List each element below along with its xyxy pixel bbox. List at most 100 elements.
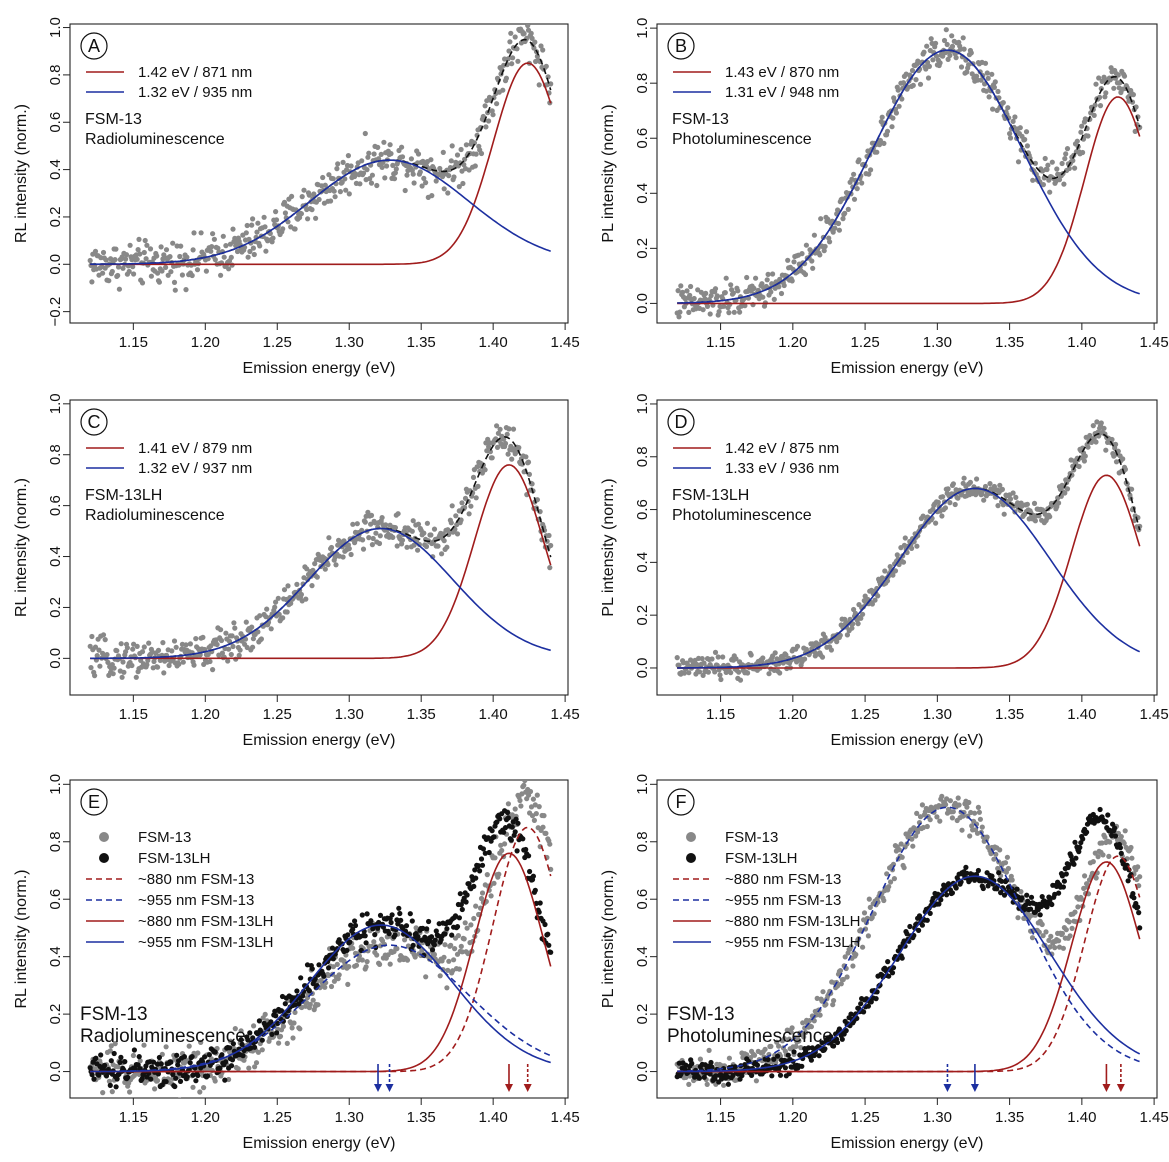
data-point: [368, 918, 374, 924]
data-point: [189, 1054, 195, 1060]
data-point: [273, 217, 280, 223]
sum-fit-line: [90, 38, 552, 265]
data-point: [464, 925, 470, 931]
data-point: [238, 1037, 244, 1043]
data-point: [1085, 444, 1091, 450]
data-point: [1108, 65, 1114, 71]
data-point: [357, 181, 363, 187]
legend-label: 1.41 eV / 879 nm: [138, 440, 252, 457]
data-point: [1129, 855, 1135, 861]
data-point: [920, 824, 927, 831]
data-point: [1080, 836, 1086, 842]
data-point: [975, 804, 982, 811]
data-point: [888, 879, 894, 885]
data-point: [540, 47, 546, 53]
data-point: [814, 995, 820, 1002]
data-point: [371, 939, 377, 945]
data-point: [533, 811, 539, 817]
data-point: [336, 972, 342, 978]
data-point: [1049, 901, 1055, 908]
data-point: [726, 1055, 733, 1061]
data-point: [177, 253, 183, 260]
data-point: [1126, 867, 1132, 873]
data-point: [235, 1066, 241, 1072]
plot-frame: [656, 399, 1158, 696]
data-point: [334, 166, 340, 172]
data-point: [938, 897, 944, 903]
data-point: [390, 534, 396, 541]
data-point: [1032, 518, 1038, 524]
data-point: [515, 58, 521, 64]
data-point: [785, 257, 791, 263]
data-point: [466, 511, 472, 517]
data-point: [148, 1076, 154, 1082]
y-tick-label: 0.8: [634, 446, 651, 467]
data-point: [126, 268, 132, 275]
data-point: [991, 483, 998, 490]
data-point: [1121, 840, 1127, 846]
data-point: [378, 151, 384, 157]
data-point: [432, 937, 438, 943]
data-point: [988, 851, 994, 857]
data-point: [1017, 125, 1023, 131]
data-point: [762, 1046, 768, 1052]
data-point: [1107, 839, 1113, 845]
data-point: [130, 646, 136, 652]
data-point: [683, 1074, 689, 1080]
data-point: [512, 806, 518, 812]
data-point: [497, 816, 503, 822]
data-point: [534, 792, 540, 798]
data-point: [255, 1049, 261, 1055]
data-point: [415, 547, 421, 553]
data-point: [396, 905, 402, 911]
data-point: [261, 214, 267, 220]
data-point: [87, 257, 93, 264]
data-point: [1059, 930, 1065, 937]
data-point: [166, 662, 172, 669]
data-point: [311, 191, 317, 197]
data-point: [1076, 849, 1082, 855]
data-point: [919, 802, 926, 808]
data-point: [93, 1055, 99, 1061]
data-point: [284, 609, 290, 615]
data-point: [171, 279, 178, 285]
data-point: [404, 544, 410, 550]
data-point: [133, 674, 139, 680]
data-point: [881, 140, 887, 146]
data-point: [1093, 875, 1099, 881]
data-point: [177, 1078, 184, 1084]
data-point: [289, 193, 295, 199]
data-point: [721, 303, 727, 309]
data-point: [173, 1075, 179, 1081]
data-point: [97, 663, 103, 669]
data-point: [1059, 873, 1065, 879]
data-point: [532, 39, 538, 45]
data-point: [377, 912, 384, 919]
data-point: [459, 949, 465, 955]
data-point: [246, 1065, 252, 1071]
data-point: [372, 932, 378, 938]
data-point: [135, 247, 141, 253]
data-point: [502, 440, 509, 447]
data-point: [926, 63, 933, 69]
x-tick-label: 1.15: [119, 706, 148, 723]
data-point: [515, 820, 521, 826]
data-point: [748, 652, 754, 658]
data-point: [708, 293, 714, 299]
data-point: [335, 161, 341, 167]
data-point: [368, 180, 375, 186]
data-point: [726, 310, 732, 316]
data-point: [91, 1076, 97, 1082]
panel-badge: [667, 32, 695, 60]
data-point: [949, 890, 956, 896]
data-point: [1005, 865, 1012, 872]
data-point: [226, 646, 232, 652]
arrow-head: [374, 1084, 383, 1092]
legend-marker: [686, 832, 696, 842]
data-point: [163, 247, 170, 253]
data-point: [914, 810, 920, 817]
data-point: [426, 918, 432, 925]
panel-letter: A: [88, 36, 100, 56]
data-point: [1118, 834, 1124, 840]
data-point: [818, 216, 824, 222]
